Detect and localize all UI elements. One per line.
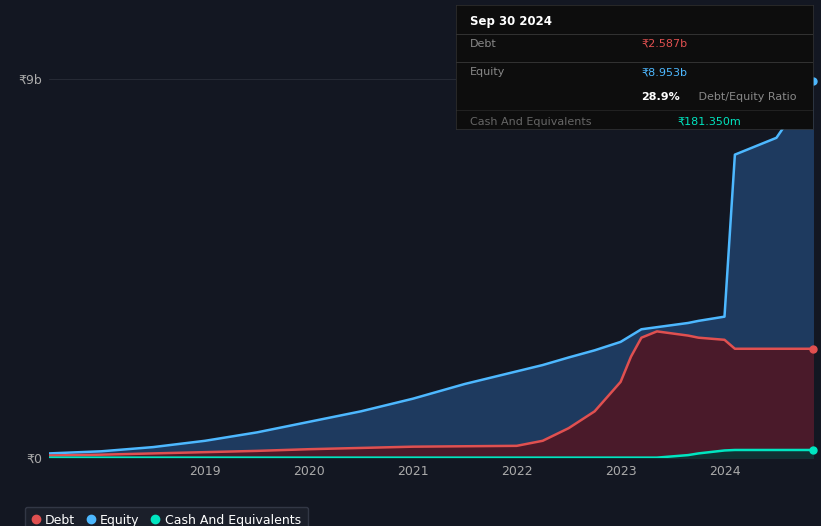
Point: [806, 77, 819, 85]
Text: ₹2.587b: ₹2.587b: [641, 38, 687, 48]
Text: Cash And Equivalents: Cash And Equivalents: [470, 117, 591, 127]
Text: ₹8.953b: ₹8.953b: [641, 67, 687, 77]
Point: [806, 446, 819, 454]
Text: ₹181.350m: ₹181.350m: [677, 117, 741, 127]
Legend: Debt, Equity, Cash And Equivalents: Debt, Equity, Cash And Equivalents: [25, 507, 308, 526]
Text: Debt/Equity Ratio: Debt/Equity Ratio: [695, 92, 796, 102]
Text: 28.9%: 28.9%: [641, 92, 680, 102]
Text: Equity: Equity: [470, 67, 505, 77]
Text: Sep 30 2024: Sep 30 2024: [470, 15, 552, 28]
Text: Debt: Debt: [470, 38, 497, 48]
Point: [806, 345, 819, 353]
